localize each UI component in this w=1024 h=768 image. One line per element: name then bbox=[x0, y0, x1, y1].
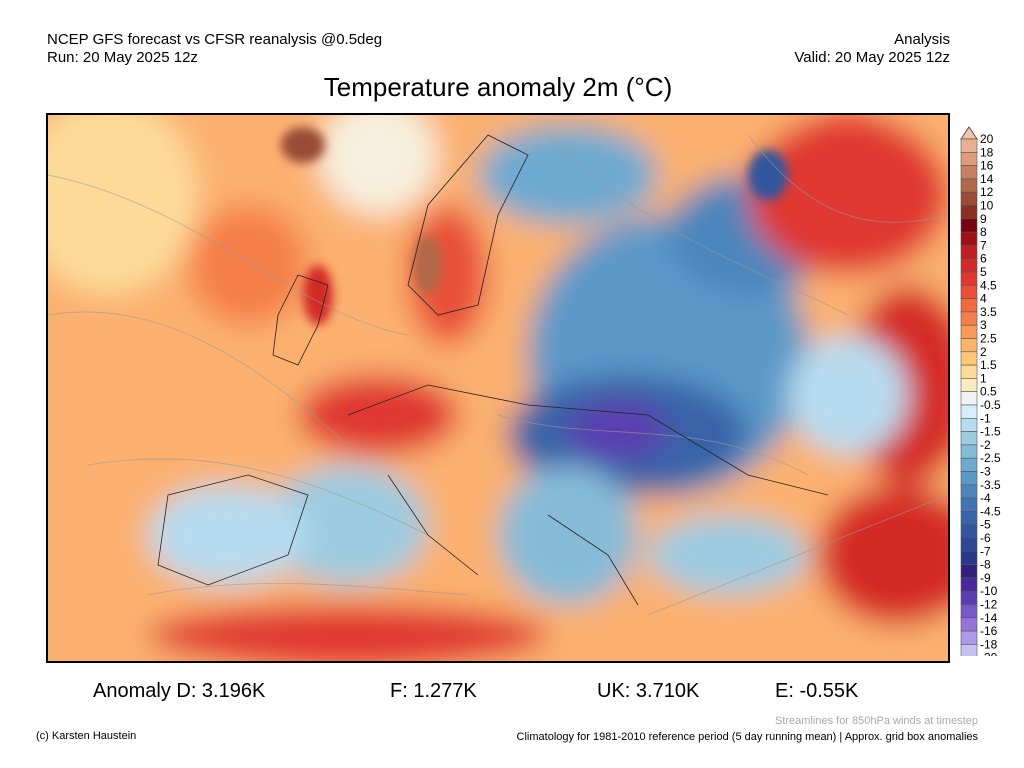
legend-swatch bbox=[960, 630, 978, 645]
legend-swatch bbox=[960, 550, 978, 565]
anomaly-europe: E: -0.55K bbox=[775, 680, 859, 702]
legend-swatch bbox=[960, 457, 978, 472]
legend-label: 10 bbox=[980, 199, 994, 213]
legend-label: -18 bbox=[980, 637, 998, 651]
legend-swatch bbox=[960, 524, 978, 539]
legend-label: -9 bbox=[980, 571, 991, 585]
legend-label: -16 bbox=[980, 624, 998, 638]
legend-swatch bbox=[960, 138, 978, 153]
legend-label: 3 bbox=[980, 318, 987, 332]
legend-swatch bbox=[960, 511, 978, 525]
color-legend: 201816141210987654.543.532.521.510.5-0.5… bbox=[960, 126, 1001, 656]
legend-swatch bbox=[960, 338, 978, 353]
legend-label: -4 bbox=[980, 491, 991, 505]
legend-swatch bbox=[960, 258, 978, 273]
legend-label: 20 bbox=[980, 132, 994, 146]
legend-swatch bbox=[960, 417, 978, 432]
legend-label: 16 bbox=[980, 159, 994, 173]
legend-swatch bbox=[960, 444, 978, 459]
legend-label: 7 bbox=[980, 238, 987, 252]
legend-label: 18 bbox=[980, 145, 994, 159]
legend-label: -2.5 bbox=[980, 451, 1001, 465]
legend-swatch bbox=[960, 178, 978, 193]
map-title: Temperature anomaly 2m (°C) bbox=[323, 72, 673, 102]
legend-swatch bbox=[960, 231, 978, 246]
legend-label: -20 bbox=[980, 651, 998, 656]
legend-swatch bbox=[960, 245, 978, 260]
legend-label: 4 bbox=[980, 292, 987, 306]
legend-label: 14 bbox=[980, 172, 994, 186]
legend-swatch bbox=[960, 564, 978, 579]
streamlines-note: Streamlines for 850hPa winds at timestep bbox=[775, 715, 978, 727]
legend-label: -3 bbox=[980, 465, 991, 479]
legend-swatch bbox=[960, 271, 978, 286]
climatology-note: Climatology for 1981-2010 reference peri… bbox=[516, 731, 978, 743]
model-info: NCEP GFS forecast vs CFSR reanalysis @0.… bbox=[47, 31, 383, 48]
temperature-anomaly-map bbox=[46, 113, 950, 663]
legend-swatch bbox=[960, 205, 978, 220]
legend-label: -2 bbox=[980, 438, 991, 452]
anomaly-france: F: 1.277K bbox=[390, 680, 477, 702]
legend-swatch bbox=[960, 378, 978, 392]
legend-label: -8 bbox=[980, 558, 991, 572]
legend-swatch bbox=[960, 484, 978, 499]
valid-time: Valid: 20 May 2025 12z bbox=[794, 49, 950, 66]
legend-swatch bbox=[960, 471, 978, 486]
legend-swatch bbox=[960, 324, 978, 339]
anomaly-uk: UK: 3.710K bbox=[597, 680, 700, 702]
legend-swatch bbox=[960, 431, 978, 446]
legend-label: 9 bbox=[980, 212, 987, 226]
legend-swatch bbox=[960, 537, 978, 552]
legend-swatch bbox=[960, 497, 978, 512]
legend-swatch bbox=[960, 191, 978, 206]
legend-swatch bbox=[960, 311, 978, 326]
legend-swatch bbox=[960, 298, 978, 313]
legend-label: 1.5 bbox=[980, 358, 997, 372]
legend-swatch bbox=[960, 351, 978, 366]
legend-label: -7 bbox=[980, 544, 991, 558]
legend-label: -10 bbox=[980, 584, 998, 598]
legend-swatch bbox=[960, 364, 978, 379]
legend-label: -14 bbox=[980, 611, 998, 625]
legend-label: 0.5 bbox=[980, 385, 997, 399]
legend-label: 4.5 bbox=[980, 278, 997, 292]
legend-label: -6 bbox=[980, 531, 991, 545]
legend-swatch bbox=[960, 165, 978, 180]
legend-swatch bbox=[960, 285, 978, 299]
legend-label: -1 bbox=[980, 411, 991, 425]
legend-label: -1.5 bbox=[980, 425, 1001, 439]
legend-swatch bbox=[960, 617, 978, 632]
legend-swatch bbox=[960, 404, 978, 419]
legend-label: 12 bbox=[980, 185, 994, 199]
legend-label: -3.5 bbox=[980, 478, 1001, 492]
legend-label: 5 bbox=[980, 265, 987, 279]
legend-swatch bbox=[960, 151, 978, 166]
legend-label: -4.5 bbox=[980, 504, 1001, 518]
legend-swatch bbox=[960, 604, 978, 619]
legend-label: 2 bbox=[980, 345, 987, 359]
legend-swatch bbox=[960, 577, 978, 592]
copyright: (c) Karsten Haustein bbox=[36, 730, 137, 742]
legend-label: 1 bbox=[980, 371, 987, 385]
legend-label: -12 bbox=[980, 598, 998, 612]
run-time: Run: 20 May 2025 12z bbox=[47, 49, 198, 66]
legend-label: -0.5 bbox=[980, 398, 1001, 412]
legend-label: 3.5 bbox=[980, 305, 997, 319]
legend-swatch bbox=[960, 644, 978, 656]
anomaly-domain: Anomaly D: 3.196K bbox=[93, 680, 266, 702]
legend-triangle-top bbox=[960, 126, 978, 140]
legend-label: 2.5 bbox=[980, 332, 997, 346]
legend-label: 8 bbox=[980, 225, 987, 239]
legend-swatch bbox=[960, 218, 978, 233]
legend-swatch bbox=[960, 590, 978, 605]
legend-label: 6 bbox=[980, 252, 987, 266]
legend-label: -5 bbox=[980, 518, 991, 532]
legend-swatch bbox=[960, 391, 978, 406]
analysis-label: Analysis bbox=[894, 31, 950, 48]
